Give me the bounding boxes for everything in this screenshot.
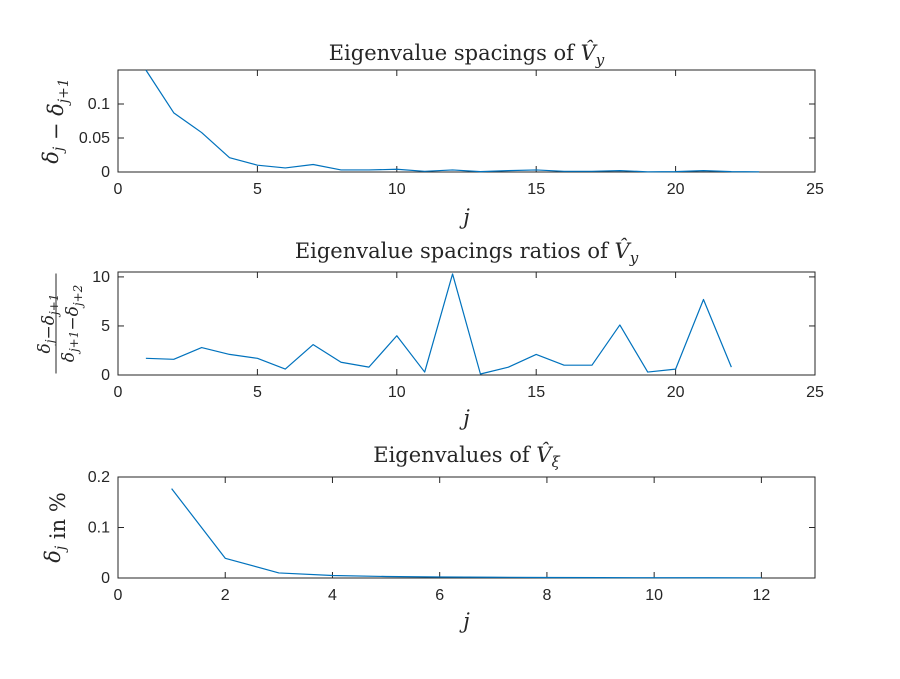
axes-box [117, 476, 816, 579]
subplot-2: Eigenvalue spacings ratios of V̂y 0 5 10 15 2… [92, 239, 824, 430]
subplot-1: Eigenvalue spacings of V̂y 0 5 10 15 20 25 0 0.0… [79, 41, 824, 229]
x-tick-label: 8 [542, 587, 551, 604]
series-line [145, 69, 760, 173]
y-axis-label-term: δj−δj+1 [35, 294, 61, 354]
x-tick-label: 0 [114, 181, 123, 198]
y-tick-label: 0.05 [79, 130, 110, 147]
subplot-3: Eigenvalues of V̂ξ 0 2 4 6 8 10 12 0 0.1 0.2 j [88, 443, 816, 633]
x-axis-label: j [459, 205, 470, 229]
y-tick-label: 0 [101, 570, 110, 587]
y-tick-label: 10 [92, 269, 110, 286]
axes-box [117, 271, 816, 376]
x-tick-label: 12 [752, 587, 770, 604]
x-tick-label: 5 [253, 181, 262, 198]
x-tick-label: 10 [388, 181, 406, 198]
x-axis-label: j [459, 406, 470, 430]
y-tick-label: 0 [101, 367, 110, 384]
x-tick-label: 0 [114, 587, 123, 604]
x-tick-label: 5 [253, 384, 262, 401]
y-tick-label: 0.2 [88, 469, 110, 486]
x-tick-label: 25 [806, 384, 824, 401]
x-axis-label: j [459, 609, 470, 633]
chart-title: Eigenvalues of V̂ξ [373, 443, 560, 471]
y-axis-label-2: δj−δj+1δj+1−δj+2 [35, 273, 85, 374]
series-line [171, 488, 762, 579]
chart-title: Eigenvalue spacings of V̂y [329, 41, 605, 69]
x-tick-label: 6 [435, 587, 444, 604]
x-tick-label: 2 [221, 587, 230, 604]
y-axis-label-3: δj in % [41, 492, 70, 563]
x-tick-label: 25 [806, 181, 824, 198]
x-tick-label: 10 [645, 587, 663, 604]
y-axis-label-term: δj+1−δj+2 [59, 285, 85, 363]
x-tick-label: 0 [114, 384, 123, 401]
series-line [145, 273, 732, 375]
x-tick-label: 20 [667, 181, 685, 198]
x-tick-label: 10 [388, 384, 406, 401]
y-tick-label: 0.1 [88, 96, 110, 113]
axes-box [117, 69, 816, 173]
chart-title: Eigenvalue spacings ratios of V̂y [295, 239, 639, 267]
x-tick-label: 15 [527, 384, 545, 401]
y-axis-label-1: δj − δj+1 [39, 78, 72, 164]
x-tick-label: 20 [667, 384, 685, 401]
y-tick-label: 0 [101, 164, 110, 181]
x-tick-label: 4 [328, 587, 337, 604]
y-tick-label: 5 [101, 318, 110, 335]
y-tick-label: 0.1 [88, 520, 110, 537]
x-tick-label: 15 [527, 181, 545, 198]
